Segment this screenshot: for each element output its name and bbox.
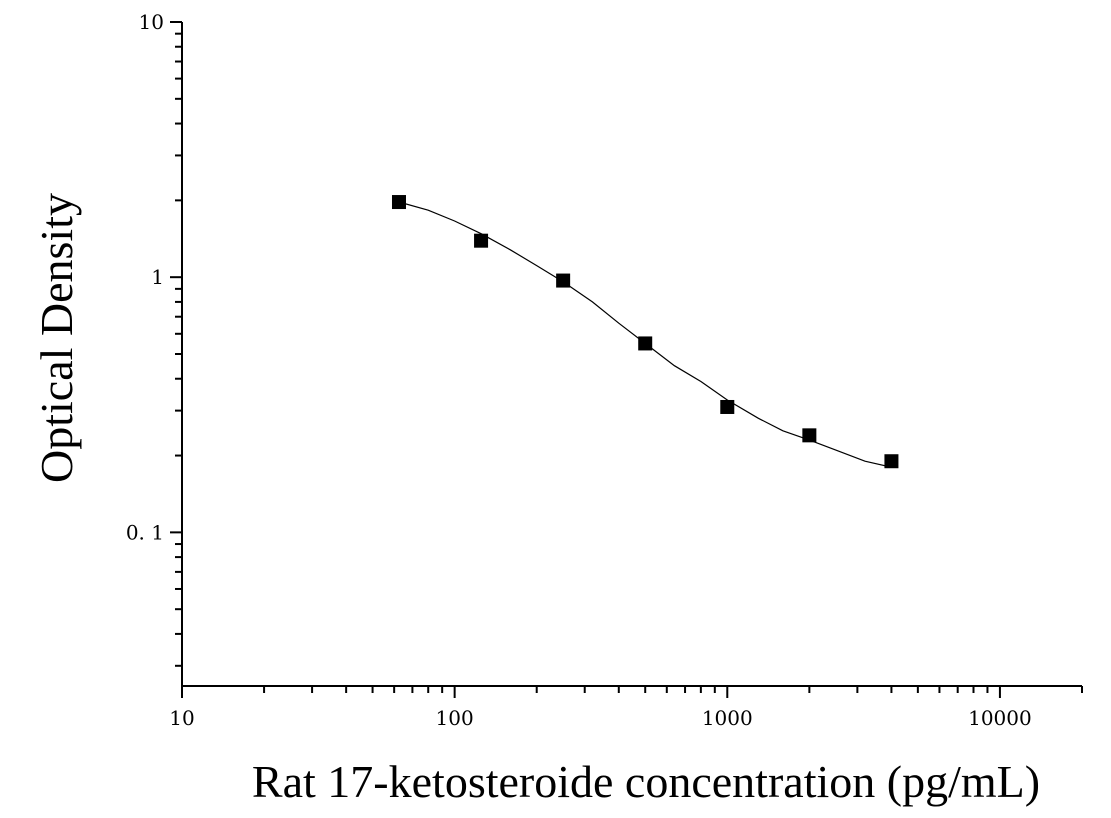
data-point xyxy=(720,399,735,414)
data-point xyxy=(556,273,571,288)
x-axis-title: Rat 17-ketosteroide concentration (pg/mL… xyxy=(252,756,1040,807)
data-point xyxy=(884,454,899,469)
y-axis-title: Optical Density xyxy=(31,193,82,483)
curve-layer xyxy=(398,201,892,468)
x-tick-label: 100 xyxy=(436,706,474,730)
y-ticks: 0. 1 1 10 xyxy=(126,10,182,667)
x-tick-label: 10 xyxy=(169,706,194,730)
x-tick-label: 1000 xyxy=(702,706,753,730)
x-tick-label: 10000 xyxy=(968,706,1032,730)
x-ticks: 10 100 1000 10000 xyxy=(169,686,1083,730)
axes xyxy=(181,22,1082,687)
fit-curve xyxy=(398,201,892,468)
y-tick-label: 10 xyxy=(139,10,164,34)
data-point xyxy=(391,195,406,210)
data-point xyxy=(802,428,817,443)
y-tick-label: 1 xyxy=(151,265,164,289)
points-layer xyxy=(391,195,899,469)
data-point xyxy=(638,336,653,351)
data-point xyxy=(474,233,489,248)
y-tick-label: 0. 1 xyxy=(126,520,164,544)
